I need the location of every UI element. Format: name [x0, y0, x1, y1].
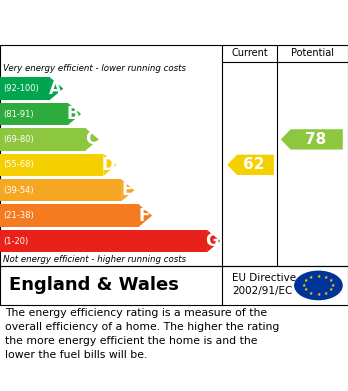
Polygon shape: [281, 129, 343, 150]
Text: B: B: [67, 105, 79, 123]
Polygon shape: [139, 204, 152, 227]
Bar: [0, 77, 50, 100]
Text: Potential: Potential: [291, 48, 334, 58]
Polygon shape: [50, 77, 63, 100]
Text: (21-38): (21-38): [3, 211, 33, 220]
Text: ★: ★: [324, 275, 328, 280]
Text: ★: ★: [331, 283, 335, 288]
Text: Current: Current: [231, 48, 268, 58]
Text: ★: ★: [309, 275, 313, 280]
Text: G: G: [205, 232, 219, 250]
Polygon shape: [207, 230, 220, 252]
Text: (69-80): (69-80): [3, 135, 33, 144]
Text: ★: ★: [329, 278, 333, 283]
Bar: [0, 204, 139, 227]
Text: ★: ★: [316, 292, 321, 297]
Text: ★: ★: [303, 287, 308, 292]
Text: Energy Efficiency Rating: Energy Efficiency Rating: [9, 16, 230, 31]
Polygon shape: [227, 155, 274, 175]
Text: (39-54): (39-54): [3, 186, 33, 195]
Polygon shape: [86, 128, 99, 151]
Bar: [0, 154, 103, 176]
Text: A: A: [49, 80, 62, 98]
Bar: [0, 230, 207, 252]
Ellipse shape: [294, 271, 343, 300]
Text: 62: 62: [243, 157, 265, 172]
Text: F: F: [139, 206, 150, 224]
Text: EU Directive
2002/91/EC: EU Directive 2002/91/EC: [232, 273, 296, 296]
Bar: [0, 128, 86, 151]
Text: ★: ★: [309, 291, 313, 296]
Text: (92-100): (92-100): [3, 84, 39, 93]
Bar: [0, 103, 68, 125]
Text: C: C: [85, 131, 97, 149]
Text: The energy efficiency rating is a measure of the
overall efficiency of a home. T: The energy efficiency rating is a measur…: [5, 308, 279, 360]
Text: E: E: [121, 181, 133, 199]
Text: England & Wales: England & Wales: [9, 276, 179, 294]
Bar: [0, 179, 121, 201]
Polygon shape: [68, 103, 81, 125]
Text: (1-20): (1-20): [3, 237, 28, 246]
Text: ★: ★: [302, 283, 306, 288]
Polygon shape: [103, 154, 117, 176]
Polygon shape: [121, 179, 134, 201]
Text: Very energy efficient - lower running costs: Very energy efficient - lower running co…: [3, 64, 186, 73]
Text: D: D: [101, 156, 115, 174]
Text: (81-91): (81-91): [3, 109, 33, 118]
Text: (55-68): (55-68): [3, 160, 33, 169]
Text: ★: ★: [329, 287, 333, 292]
Text: 78: 78: [304, 132, 326, 147]
Text: Not energy efficient - higher running costs: Not energy efficient - higher running co…: [3, 255, 186, 264]
Text: ★: ★: [316, 274, 321, 279]
Text: ★: ★: [324, 291, 328, 296]
Text: ★: ★: [303, 278, 308, 283]
